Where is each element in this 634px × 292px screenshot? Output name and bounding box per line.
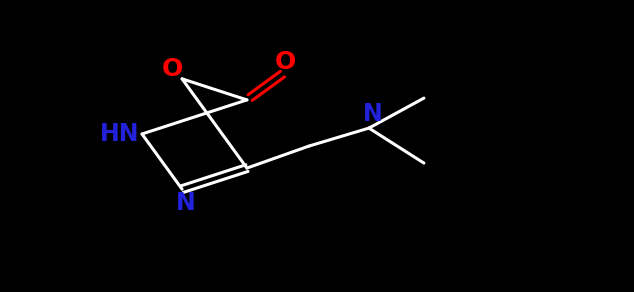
Text: HN: HN bbox=[100, 122, 139, 146]
Text: O: O bbox=[275, 50, 296, 74]
Text: N: N bbox=[363, 102, 383, 126]
Text: N: N bbox=[176, 191, 196, 215]
Text: O: O bbox=[162, 57, 183, 81]
